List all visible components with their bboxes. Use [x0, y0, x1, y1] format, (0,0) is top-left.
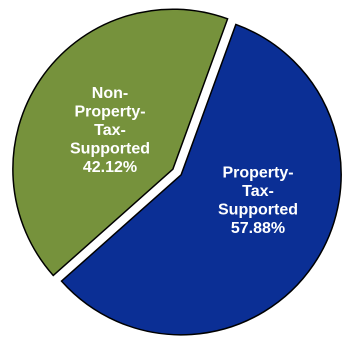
slice-label-line: Non-: [92, 85, 128, 102]
slice-value-label: 57.88%: [231, 220, 285, 237]
slice-label-line: Supported: [70, 141, 150, 158]
slice-label-line: Supported: [218, 201, 298, 218]
pie-slice-0: [60, 23, 342, 336]
slice-label-1: Non- Property-Tax- Supported 42.12%: [70, 85, 150, 176]
slice-value-label: 42.12%: [83, 159, 137, 176]
pie-slice-1: [12, 8, 229, 277]
slice-label-line: Property-: [74, 104, 145, 121]
slice-label-0: Property- Tax-Supported 57.88%: [218, 164, 298, 237]
slice-label-line: Tax-: [242, 183, 274, 200]
slice-label-line: Property-: [222, 164, 293, 181]
slice-label-line: Tax-: [94, 122, 126, 139]
